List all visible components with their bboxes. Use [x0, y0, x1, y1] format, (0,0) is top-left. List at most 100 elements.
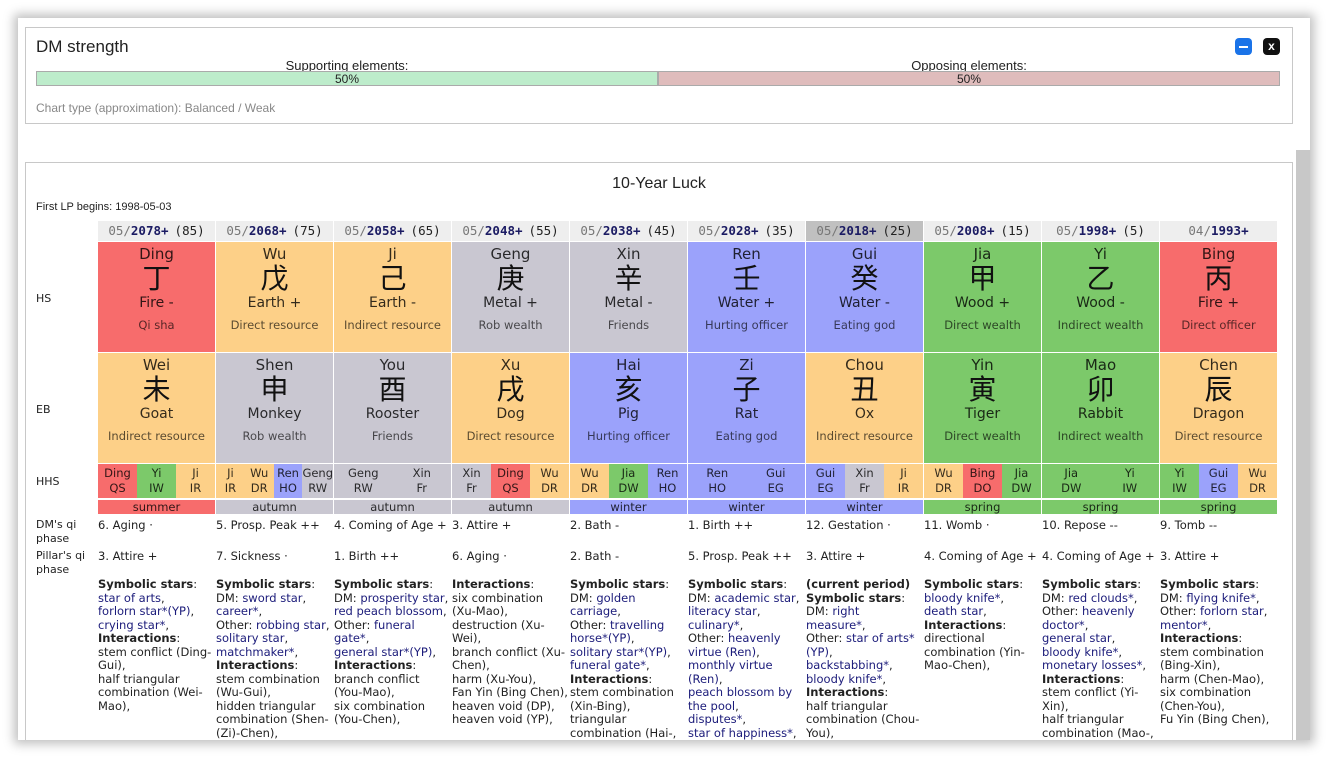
detail-line: Fu Yin (Bing Chen),	[1160, 712, 1270, 726]
pillar-header[interactable]: 05/2068+ (75)	[216, 221, 333, 241]
detail-line: Symbolic stars:	[216, 577, 316, 591]
row-label-eb: EB	[36, 403, 51, 416]
pillar-header[interactable]: 05/2008+ (15)	[924, 221, 1041, 241]
pillar-header[interactable]: 05/2048+ (55)	[452, 221, 569, 241]
detail-line: forlorn star*(YP),	[98, 604, 195, 618]
dm-strength-panel: DM strength x Supporting elements: Oppos…	[25, 27, 1293, 124]
pillar-header[interactable]: 05/1998+ (5)	[1042, 221, 1159, 241]
symbolic-star-link[interactable]: disputes*	[688, 712, 743, 726]
detail-line: Symbolic stars:	[1042, 577, 1142, 591]
close-button[interactable]: x	[1263, 38, 1280, 55]
section-heading: Interactions	[334, 658, 413, 672]
symbolic-star-link[interactable]: crying star*	[98, 617, 166, 632]
symbolic-star-link[interactable]: red peach blossom	[334, 604, 443, 618]
symbolic-star-link[interactable]: funeral gate*	[334, 617, 415, 645]
symbolic-star-link[interactable]: golden carriage	[570, 590, 636, 618]
stem-character: 戊	[260, 262, 289, 295]
pillar-header[interactable]: 05/2018+ (25)	[806, 221, 923, 241]
minimize-button[interactable]	[1235, 38, 1252, 55]
symbolic-star-link[interactable]: flying knife*	[1186, 590, 1256, 605]
symbolic-star-link[interactable]: monthly virtue (Ren)	[688, 658, 773, 686]
symbolic-star-link[interactable]: star of arts	[98, 590, 161, 605]
detail-line: half triangular combination (Chou-You),	[806, 698, 920, 740]
earthly-branch-cell: Zi 子 Rat Eating god	[688, 353, 805, 463]
branch-animal: Dog	[496, 406, 525, 422]
pillar-qi-phase: 7. Sickness ·	[216, 549, 288, 563]
pillar-qi-phase: 4. Coming of Age +	[924, 549, 1037, 563]
pillar-month: 05/	[580, 223, 603, 238]
symbolic-star-link[interactable]: prosperity star	[360, 590, 445, 605]
symbolic-star-link[interactable]: funeral gate*	[570, 658, 647, 672]
symbolic-star-link[interactable]: sword star	[242, 590, 303, 605]
pillar-header[interactable]: 05/2058+ (65)	[334, 221, 451, 241]
pillar-header[interactable]: 05/2078+ (85)	[98, 221, 215, 241]
detail-line: harm (Xu-You),	[452, 671, 537, 686]
stem-pinyin: Ren	[732, 245, 761, 263]
stem-character: 己	[378, 262, 407, 295]
pillar-header[interactable]: 05/2028+ (35)	[688, 221, 805, 241]
hidden-stem-abbrev: QS	[502, 481, 519, 495]
symbolic-star-link[interactable]: heavenly doctor*	[1042, 604, 1135, 632]
pillar-header[interactable]: 04/1993+	[1160, 221, 1277, 241]
hidden-stem-name: Gui	[1208, 466, 1229, 480]
hidden-stem: Gui EG	[1199, 464, 1238, 498]
symbolic-star-link[interactable]: forlorn star	[1199, 604, 1264, 618]
symbolic-star-link[interactable]: solitary star*(YP)	[570, 644, 668, 659]
detail-line: Fan Yin (Bing Chen),	[452, 685, 568, 699]
pillar-details: Symbolic stars: bloody knife*, death star,…	[924, 577, 1040, 673]
hidden-stem: Geng RW	[334, 464, 393, 498]
earthly-branch-cell: Shen 申 Monkey Rob wealth	[216, 353, 333, 463]
branch-animal: Rooster	[365, 406, 420, 422]
symbolic-star-link[interactable]: literacy star	[688, 604, 757, 618]
detail-line: star of happiness*,	[688, 725, 797, 740]
symbolic-star-link[interactable]: travelling horse*(YP)	[570, 617, 665, 645]
detail-line: directional combination (Yin-Mao-Chen),	[924, 631, 1025, 672]
symbolic-star-link[interactable]: matchmaker*	[216, 644, 295, 659]
symbolic-star-link[interactable]: star of arts* (YP)	[806, 631, 915, 659]
hidden-stems-row: Geng RW Xin Fr	[334, 464, 451, 498]
branch-pinyin: Yin	[971, 356, 994, 374]
symbolic-star-link[interactable]: red clouds*	[1068, 590, 1134, 605]
symbolic-star-link[interactable]: mentor*	[1160, 617, 1208, 632]
star-prefix: DM:	[1042, 590, 1069, 605]
symbolic-star-link[interactable]: peach blossom by the pool	[688, 685, 793, 713]
symbolic-star-link[interactable]: forlorn star*(YP)	[98, 604, 191, 618]
symbolic-star-link[interactable]: heavenly virtue (Ren)	[688, 631, 781, 659]
hidden-stem-abbrev: IW	[1172, 481, 1187, 495]
season-label: spring	[1042, 500, 1159, 514]
symbolic-star-link[interactable]: academic star	[714, 590, 796, 605]
symbolic-star-link[interactable]: robbing star	[255, 617, 326, 632]
symbolic-star-link[interactable]: star of happiness*	[688, 725, 793, 740]
symbolic-star-link[interactable]: backstabbing*	[806, 658, 890, 672]
hidden-stem-abbrev: DO	[973, 481, 992, 495]
symbolic-star-link[interactable]: culinary*	[688, 617, 740, 632]
earthly-branch-cell: Xu 戌 Dog Direct resource	[452, 353, 569, 463]
section-heading: Interactions	[924, 617, 1003, 632]
chart-type-text: Chart type (approximation): Balanced / W…	[36, 101, 276, 115]
symbolic-star-link[interactable]: career*	[216, 604, 259, 618]
symbolic-star-link[interactable]: bloody knife*	[924, 590, 1001, 605]
hidden-stem-abbrev: Fr	[859, 481, 870, 495]
season-label: winter	[688, 500, 805, 514]
symbolic-star-link[interactable]: solitary star	[216, 631, 285, 645]
stem-element: Earth -	[368, 295, 417, 311]
symbolic-star-link[interactable]: bloody knife*	[1042, 644, 1119, 659]
hidden-stem-abbrev: IR	[897, 481, 910, 495]
star-prefix: Other:	[806, 631, 846, 645]
pillar-header[interactable]: 05/2038+ (45)	[570, 221, 687, 241]
detail-line: Symbolic stars:	[98, 577, 198, 591]
hidden-stem-name: Wu	[934, 466, 953, 480]
symbolic-star-link[interactable]: general star*(YP)	[334, 644, 433, 659]
symbolic-star-link[interactable]: death star	[924, 604, 984, 618]
symbolic-star-link[interactable]: bloody knife*	[806, 671, 883, 686]
interaction-item: harm (Xu-You)	[452, 671, 533, 686]
symbolic-star-link[interactable]: right measure*	[806, 604, 862, 632]
symbolic-star-link[interactable]: monetary losses*	[1042, 658, 1143, 672]
hidden-stem-abbrev: DW	[1061, 481, 1082, 495]
pillar-details: Interactions: six combination (Xu-Mao), de…	[452, 577, 568, 727]
dm-qi-phase: 3. Attire +	[452, 518, 512, 532]
branch-character: 亥	[614, 373, 643, 406]
scrollbar[interactable]	[1296, 150, 1310, 740]
branch-ten-god: Friends	[371, 429, 414, 443]
symbolic-star-link[interactable]: general star	[1042, 631, 1112, 645]
